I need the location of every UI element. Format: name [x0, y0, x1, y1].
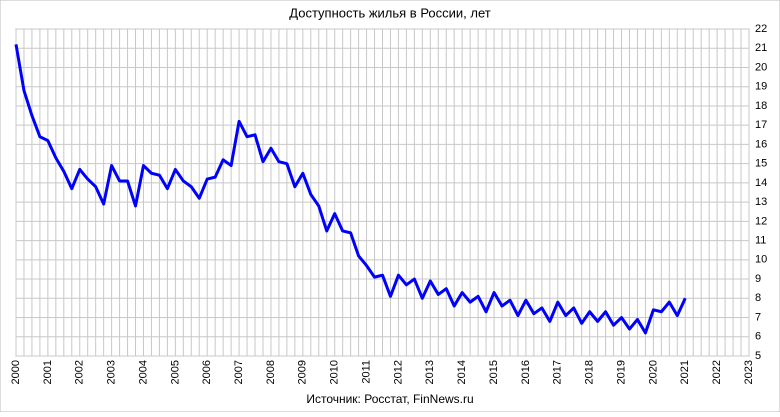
- y-tick-label: 12: [755, 215, 767, 227]
- x-tick-label: 2005: [169, 360, 181, 384]
- y-tick-label: 14: [755, 177, 767, 189]
- y-tick-label: 10: [755, 254, 767, 266]
- y-tick-label: 13: [755, 196, 767, 208]
- x-tick-label: 2003: [106, 360, 118, 384]
- y-tick-label: 19: [755, 81, 767, 93]
- source: Источник: Росстат, FinNews.ru: [306, 392, 473, 406]
- y-tick-label: 17: [755, 119, 767, 131]
- x-tick-label: 2002: [74, 360, 86, 384]
- x-tick-label: 2022: [711, 360, 723, 384]
- y-tick-label: 15: [755, 158, 767, 170]
- x-tick-label: 2008: [265, 360, 277, 384]
- y-tick-label: 16: [755, 138, 767, 150]
- x-tick-label: 2011: [360, 360, 372, 384]
- x-tick-label: 2015: [488, 360, 500, 384]
- line: [14, 44, 687, 335]
- x-tick-label: 2017: [552, 360, 564, 384]
- x-tick-label: 2023: [743, 360, 755, 384]
- y-tick-label: 11: [755, 234, 766, 246]
- y-tick-label: 8: [755, 292, 761, 304]
- y-tick-label: 7: [755, 311, 761, 323]
- x-tick-label: 2013: [424, 360, 436, 384]
- y-tick-label: 5: [755, 350, 761, 362]
- x-tick-label: 2020: [647, 360, 659, 384]
- y-tick-label: 20: [755, 61, 767, 73]
- x-tick-label: 2006: [201, 360, 213, 384]
- x-tick-label: 2004: [137, 360, 149, 384]
- x-tick-label: 2010: [329, 360, 341, 384]
- x-tick-label: 2009: [297, 360, 309, 384]
- x-tick-label: 2014: [456, 360, 468, 384]
- x-tick-label: 2007: [233, 360, 245, 384]
- x-tick-label: 2019: [615, 360, 627, 384]
- x-tick-label: 2018: [584, 360, 596, 384]
- x-tick-label: 2001: [42, 360, 54, 384]
- chart-title: Доступность жилья в России, лет: [289, 5, 491, 20]
- x-tick-label: 2000: [10, 360, 22, 384]
- y-tick-label: 21: [755, 42, 767, 54]
- x-tick-label: 2021: [679, 360, 691, 384]
- y-tick-label: 6: [755, 331, 761, 343]
- x-tick-label: 2016: [520, 360, 532, 384]
- y-tick-label: 9: [755, 273, 761, 285]
- y-tick-label: 22: [755, 23, 767, 35]
- y-tick-label: 18: [755, 100, 767, 112]
- x-tick-label: 2012: [392, 360, 404, 384]
